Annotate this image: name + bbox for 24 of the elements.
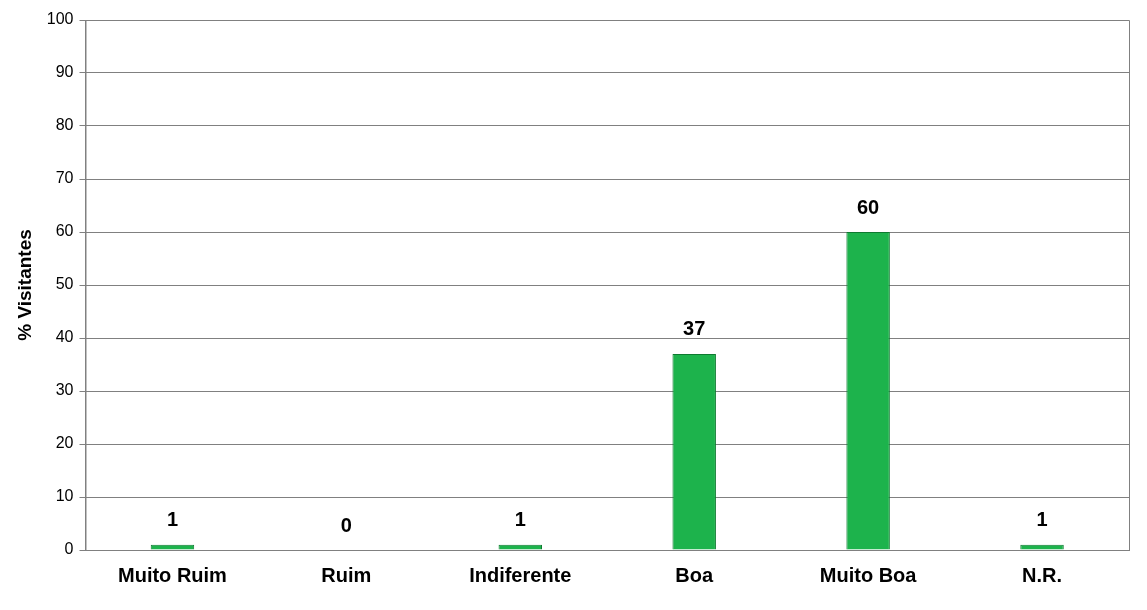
y-tick-label: 80 (55, 116, 74, 134)
x-tick-label: Ruim (321, 563, 372, 586)
y-tick-label: 90 (55, 63, 74, 81)
y-tick-label: 0 (64, 540, 74, 558)
y-tick-label: 30 (55, 381, 74, 399)
y-tick-label: 50 (55, 275, 74, 293)
y-tick-label: 10 (55, 487, 74, 505)
y-axis-title: % Visitantes (13, 229, 35, 341)
data-label: 1 (166, 508, 179, 531)
x-tick-label: Muito Ruim (118, 563, 227, 586)
x-tick-label: Boa (675, 563, 714, 586)
data-label: 0 (340, 513, 352, 536)
y-tick-label: 20 (55, 434, 74, 452)
data-label: 1 (1036, 508, 1048, 531)
y-tick-label: 60 (55, 222, 74, 240)
data-label: 37 (683, 317, 706, 340)
y-tick-label: 70 (55, 169, 74, 187)
data-label: 1 (514, 508, 526, 531)
y-tick-label: 40 (55, 328, 74, 346)
x-tick-label: Indiferente (469, 563, 572, 586)
x-tick-label: N.R. (1022, 563, 1063, 586)
x-tick-label: Muito Boa (819, 563, 918, 586)
data-label: 60 (857, 195, 880, 218)
y-tick-label: 100 (46, 10, 74, 28)
